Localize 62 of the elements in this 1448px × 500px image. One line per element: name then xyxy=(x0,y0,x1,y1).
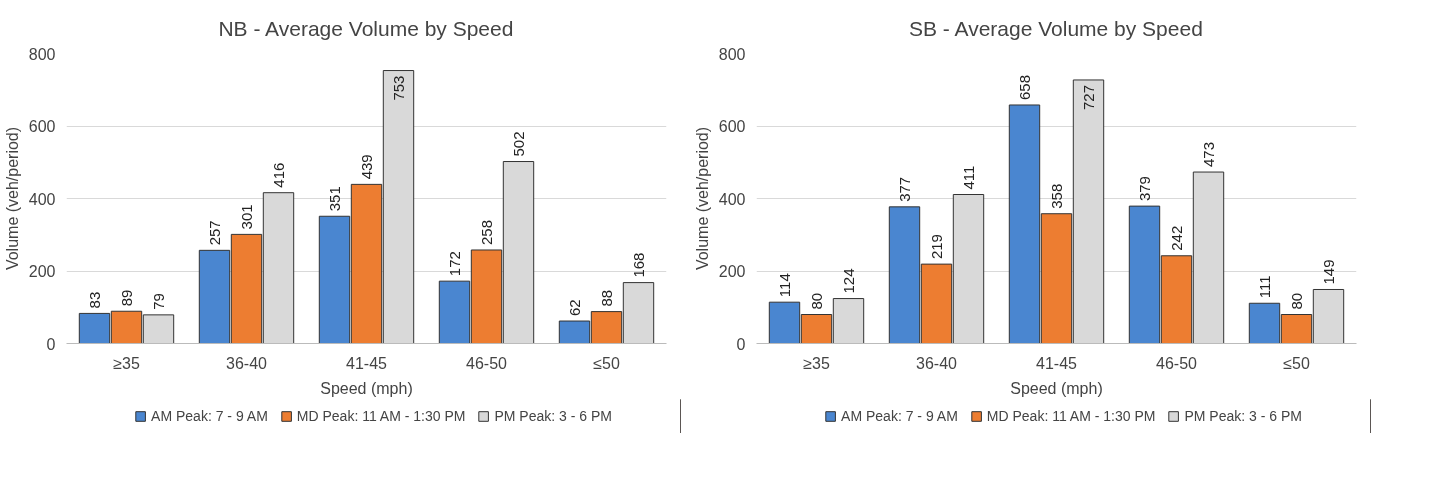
y-axis-title: Volume (veh/period) xyxy=(693,126,711,271)
data-label: 473 xyxy=(1199,142,1217,168)
y-tick-label: 800 xyxy=(28,45,56,63)
data-label: 416 xyxy=(269,162,287,188)
data-label: 80 xyxy=(1287,292,1305,310)
x-tick-label: 41-45 xyxy=(346,354,388,372)
y-tick-label: 400 xyxy=(28,190,56,208)
y-tick-label: 600 xyxy=(28,118,56,135)
x-tick-label: 36-40 xyxy=(226,354,268,372)
y-axis-title: Volume (veh/period) xyxy=(3,126,21,271)
data-label: 124 xyxy=(839,268,857,294)
data-label: 411 xyxy=(959,165,977,190)
chart-title: SB - Average Volume by Speed xyxy=(909,16,1203,40)
data-label: 114 xyxy=(775,273,793,298)
data-label: 79 xyxy=(149,293,167,310)
data-label: 242 xyxy=(1167,225,1185,251)
data-label: 172 xyxy=(445,251,463,277)
data-label: 83 xyxy=(85,291,103,309)
data-label: 149 xyxy=(1319,259,1337,285)
y-tick-label: 400 xyxy=(718,190,746,208)
y-tick-label: 800 xyxy=(718,45,746,63)
data-label: 62 xyxy=(565,299,583,317)
legend-label: PM Peak: 3 - 6 PM xyxy=(494,408,612,424)
legend-label: MD Peak: 11 AM - 1:30 PM xyxy=(296,408,466,424)
data-label: 377 xyxy=(895,176,913,202)
y-tick-label: 0 xyxy=(46,335,56,353)
x-axis-title: Speed (mph) xyxy=(320,379,413,397)
legend-label: AM Peak: 7 - 9 AM xyxy=(151,408,268,424)
data-label: 753 xyxy=(389,75,407,101)
x-tick-label: ≤50 xyxy=(1283,354,1310,372)
x-tick-label: ≥35 xyxy=(113,354,140,372)
data-label: 439 xyxy=(357,154,375,180)
data-label: 111 xyxy=(1255,275,1273,299)
legend-label: AM Peak: 7 - 9 AM xyxy=(841,408,958,424)
data-label: 168 xyxy=(629,252,647,278)
x-tick-label: 46-50 xyxy=(1156,354,1198,372)
x-tick-label: 36-40 xyxy=(916,354,958,372)
data-label: 89 xyxy=(117,289,135,307)
data-label: 502 xyxy=(509,131,527,157)
y-tick-label: 0 xyxy=(736,335,746,353)
data-label: 257 xyxy=(205,220,223,246)
x-tick-label: 46-50 xyxy=(466,354,508,372)
data-label: 358 xyxy=(1047,183,1065,209)
y-tick-label: 200 xyxy=(28,263,56,280)
data-label: 219 xyxy=(927,234,945,260)
x-axis-title: Speed (mph) xyxy=(1010,379,1103,397)
y-tick-label: 600 xyxy=(718,118,746,135)
data-label: 258 xyxy=(477,219,495,245)
x-tick-label: ≥35 xyxy=(803,354,830,372)
y-tick-label: 200 xyxy=(718,263,746,280)
x-tick-label: ≤50 xyxy=(593,354,620,372)
legend-label: PM Peak: 3 - 6 PM xyxy=(1184,408,1302,424)
data-label: 379 xyxy=(1135,176,1153,202)
legend-label: MD Peak: 11 AM - 1:30 PM xyxy=(986,408,1156,424)
x-tick-label: 41-45 xyxy=(1036,354,1078,372)
data-label: 88 xyxy=(597,289,615,307)
data-label: 301 xyxy=(237,204,255,230)
data-label: 351 xyxy=(325,186,343,212)
data-label: 727 xyxy=(1079,84,1097,110)
data-label: 80 xyxy=(807,292,825,310)
chart-title: NB - Average Volume by Speed xyxy=(218,16,514,40)
data-label: 658 xyxy=(1015,74,1033,100)
